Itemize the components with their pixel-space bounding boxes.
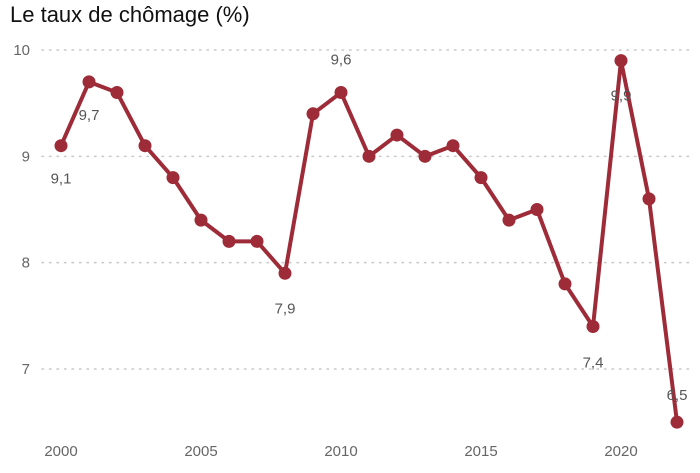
data-label: 6,5 — [667, 387, 688, 404]
chart-title: Le taux de chômage (%) — [10, 2, 250, 27]
y-axis-ticks: 7 8 9 10 — [13, 42, 30, 378]
x-tick-label: 2005 — [184, 443, 217, 460]
x-tick-label: 2020 — [604, 443, 637, 460]
data-point — [110, 86, 124, 100]
data-point — [82, 75, 96, 89]
y-tick-label: 7 — [22, 361, 30, 378]
x-axis-ticks: 2000 2005 2010 2015 2020 — [44, 443, 637, 460]
data-point — [446, 139, 460, 153]
data-point — [474, 171, 488, 185]
data-point — [194, 213, 208, 227]
data-labels: 9,1 9,7 7,9 9,6 7,4 9,9 6,5 — [51, 52, 688, 405]
x-tick-label: 2010 — [324, 443, 357, 460]
data-label: 9,1 — [51, 171, 72, 188]
data-point — [558, 277, 572, 291]
data-point — [502, 213, 516, 227]
data-point — [278, 266, 292, 280]
data-point — [138, 139, 152, 153]
data-point — [222, 234, 236, 248]
data-point — [54, 139, 68, 153]
data-point — [670, 415, 684, 429]
data-label: 7,4 — [583, 354, 604, 371]
data-label: 9,9 — [611, 88, 632, 105]
data-point — [306, 107, 320, 121]
data-point — [586, 319, 600, 333]
data-point — [642, 192, 656, 206]
data-label: 9,6 — [331, 52, 352, 69]
data-point — [250, 234, 264, 248]
y-tick-label: 9 — [22, 148, 30, 165]
y-tick-label: 10 — [13, 42, 30, 59]
x-tick-label: 2000 — [44, 443, 77, 460]
data-label: 7,9 — [275, 300, 296, 317]
data-point — [334, 86, 348, 100]
data-label: 9,7 — [79, 107, 100, 124]
data-point — [614, 54, 628, 68]
x-tick-label: 2015 — [464, 443, 497, 460]
data-point — [530, 203, 544, 216]
y-tick-label: 8 — [22, 255, 30, 272]
data-point — [362, 149, 376, 163]
series-group — [54, 54, 684, 429]
data-point — [166, 171, 180, 185]
data-point — [390, 128, 404, 142]
data-point — [418, 149, 432, 163]
